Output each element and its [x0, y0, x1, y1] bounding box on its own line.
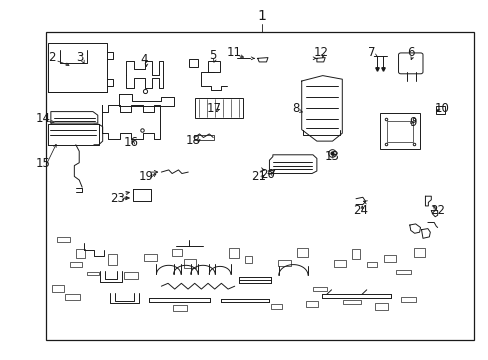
Bar: [188, 59, 197, 67]
Text: 13: 13: [325, 150, 339, 163]
Text: 7: 7: [367, 46, 375, 59]
Bar: [333, 260, 346, 267]
Bar: [342, 300, 361, 304]
Bar: [366, 262, 376, 267]
Text: 17: 17: [206, 102, 221, 114]
Text: 18: 18: [185, 134, 200, 147]
Text: 19: 19: [138, 170, 153, 183]
Text: 14: 14: [36, 112, 50, 125]
Text: 3: 3: [76, 51, 83, 64]
Bar: [194, 98, 242, 118]
Bar: [52, 285, 63, 292]
Bar: [379, 113, 419, 149]
Bar: [183, 259, 196, 268]
Text: 16: 16: [123, 136, 138, 149]
Text: 24: 24: [353, 204, 367, 217]
Bar: [313, 287, 326, 291]
Bar: [194, 135, 213, 140]
Bar: [400, 297, 415, 302]
Text: 11: 11: [226, 46, 241, 59]
Bar: [172, 305, 187, 311]
Text: 6: 6: [406, 46, 414, 59]
Bar: [375, 303, 387, 310]
Bar: [395, 270, 410, 274]
Text: 12: 12: [313, 46, 327, 59]
Bar: [144, 254, 157, 261]
Bar: [123, 272, 138, 279]
Bar: [107, 254, 117, 265]
Text: 21: 21: [250, 170, 265, 183]
Text: 9: 9: [408, 116, 416, 129]
Text: 4: 4: [140, 53, 148, 66]
Bar: [386, 121, 412, 142]
Bar: [69, 262, 81, 267]
Bar: [87, 272, 99, 275]
Bar: [228, 248, 238, 258]
Bar: [384, 255, 396, 262]
Bar: [46, 32, 473, 340]
Text: 8: 8: [291, 102, 299, 114]
Text: 15: 15: [36, 157, 50, 170]
Text: 23: 23: [110, 192, 124, 204]
Bar: [413, 248, 424, 256]
Bar: [296, 248, 307, 256]
Text: 1: 1: [257, 9, 265, 23]
Text: 2: 2: [48, 51, 56, 64]
Bar: [171, 249, 182, 256]
Bar: [435, 106, 444, 114]
Bar: [244, 256, 252, 263]
Bar: [351, 249, 360, 259]
Bar: [278, 260, 290, 266]
Bar: [65, 294, 80, 300]
Bar: [207, 61, 220, 72]
Bar: [58, 237, 70, 242]
Bar: [305, 301, 318, 307]
Text: 22: 22: [429, 204, 444, 217]
Bar: [76, 249, 85, 258]
Text: 20: 20: [260, 168, 275, 181]
Bar: [270, 304, 281, 309]
Text: 10: 10: [434, 102, 449, 114]
Text: 5: 5: [208, 49, 216, 62]
